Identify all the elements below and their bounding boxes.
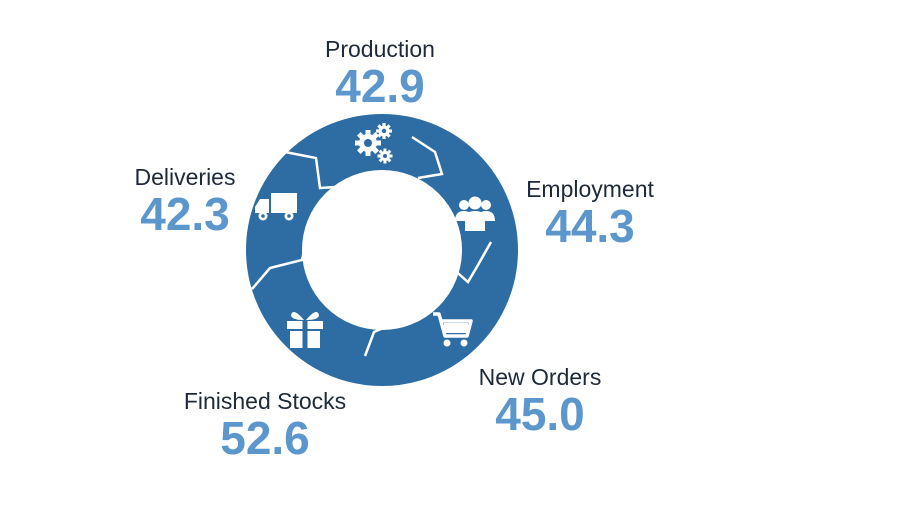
people-icon bbox=[455, 196, 495, 231]
delivery-truck-icon bbox=[255, 193, 297, 221]
deliveries-metric: Deliveries 42.3 bbox=[100, 164, 270, 238]
finished-stocks-metric: Finished Stocks 52.6 bbox=[150, 388, 380, 462]
finished-stocks-label: Finished Stocks bbox=[183, 388, 347, 414]
segment-dividers bbox=[251, 135, 493, 357]
employment-metric: Employment 44.3 bbox=[490, 176, 690, 250]
segment-divider-1 bbox=[411, 135, 444, 180]
shopping-cart-icon bbox=[433, 312, 473, 347]
ring bbox=[246, 114, 518, 386]
new-orders-value: 45.0 bbox=[495, 388, 585, 440]
finished-stocks-value: 52.6 bbox=[220, 412, 310, 464]
gift-icon bbox=[287, 311, 323, 348]
deliveries-value: 42.3 bbox=[140, 188, 230, 240]
segment-divider-5 bbox=[284, 150, 351, 190]
production-metric: Production 42.9 bbox=[280, 36, 480, 110]
donut-ring bbox=[246, 114, 518, 386]
new-orders-metric: New Orders 45.0 bbox=[440, 364, 640, 438]
employment-value: 44.3 bbox=[545, 200, 635, 252]
segment-divider-3 bbox=[363, 302, 417, 357]
employment-label: Employment bbox=[526, 176, 654, 202]
production-label: Production bbox=[325, 36, 435, 62]
gears-icon bbox=[355, 123, 393, 164]
deliveries-label: Deliveries bbox=[134, 164, 236, 190]
segment-divider-2 bbox=[441, 241, 493, 284]
production-value: 42.9 bbox=[335, 60, 425, 112]
new-orders-label: New Orders bbox=[478, 364, 602, 390]
segment-divider-4 bbox=[251, 241, 308, 290]
